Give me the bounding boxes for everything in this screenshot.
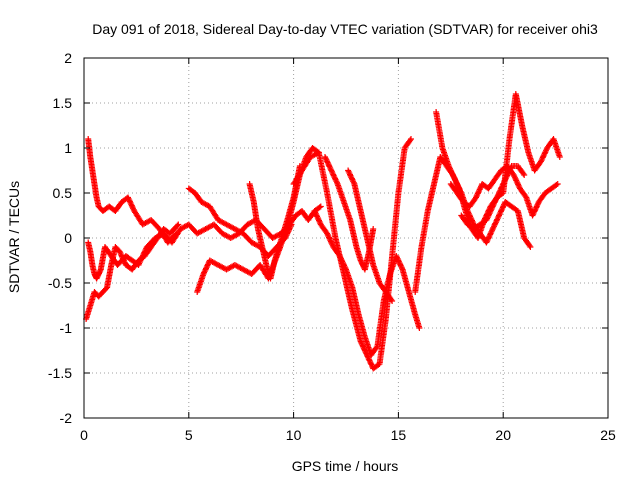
data-series-satellite-track-n bbox=[458, 163, 528, 232]
y-tick-label: -1.5 bbox=[48, 365, 72, 381]
x-tick-label: 5 bbox=[185, 427, 193, 443]
y-tick-label: -1 bbox=[60, 320, 73, 336]
x-tick-label: 10 bbox=[286, 427, 302, 443]
data-point-markers bbox=[447, 163, 561, 219]
axis-ticks: 0 5 10 15 20 25 -2 -1.5 -1 -0.5 0 0.5 1 1.5 2 bbox=[48, 50, 616, 443]
y-tick-label: -2 bbox=[60, 410, 73, 426]
data-point-markers bbox=[433, 109, 534, 250]
y-tick-label: 1.5 bbox=[53, 95, 73, 111]
data-series-satellite-track-b bbox=[85, 136, 180, 246]
x-tick-label: 0 bbox=[80, 427, 88, 443]
data-point-markers bbox=[83, 221, 182, 322]
x-tick-label: 20 bbox=[495, 427, 511, 443]
data-points bbox=[83, 91, 563, 372]
data-series-satellite-track-j bbox=[345, 167, 396, 304]
y-axis-label: SDTVAR / TECUs bbox=[6, 181, 22, 293]
y-tick-label: 2 bbox=[64, 50, 72, 66]
x-tick-label: 25 bbox=[600, 427, 616, 443]
data-series-satellite-track-g bbox=[290, 136, 414, 372]
y-tick-label: 0 bbox=[64, 230, 72, 246]
data-series-satellite-track-c bbox=[83, 221, 182, 322]
x-axis-label: GPS time / hours bbox=[292, 458, 399, 474]
data-series-satellite-track-f bbox=[246, 163, 303, 282]
data-point-markers bbox=[246, 163, 303, 282]
data-point-markers bbox=[458, 163, 528, 232]
data-series-satellite-track-m bbox=[447, 163, 561, 219]
y-tick-label: -0.5 bbox=[48, 275, 72, 291]
chart-title: Day 091 of 2018, Sidereal Day-to-day VTE… bbox=[92, 21, 598, 37]
y-tick-label: 1 bbox=[64, 140, 72, 156]
data-point-markers bbox=[290, 136, 414, 372]
data-point-markers bbox=[85, 136, 180, 246]
data-series-satellite-track-l bbox=[433, 109, 534, 250]
x-tick-label: 15 bbox=[391, 427, 407, 443]
y-tick-label: 0.5 bbox=[53, 185, 73, 201]
data-point-markers bbox=[345, 167, 396, 304]
